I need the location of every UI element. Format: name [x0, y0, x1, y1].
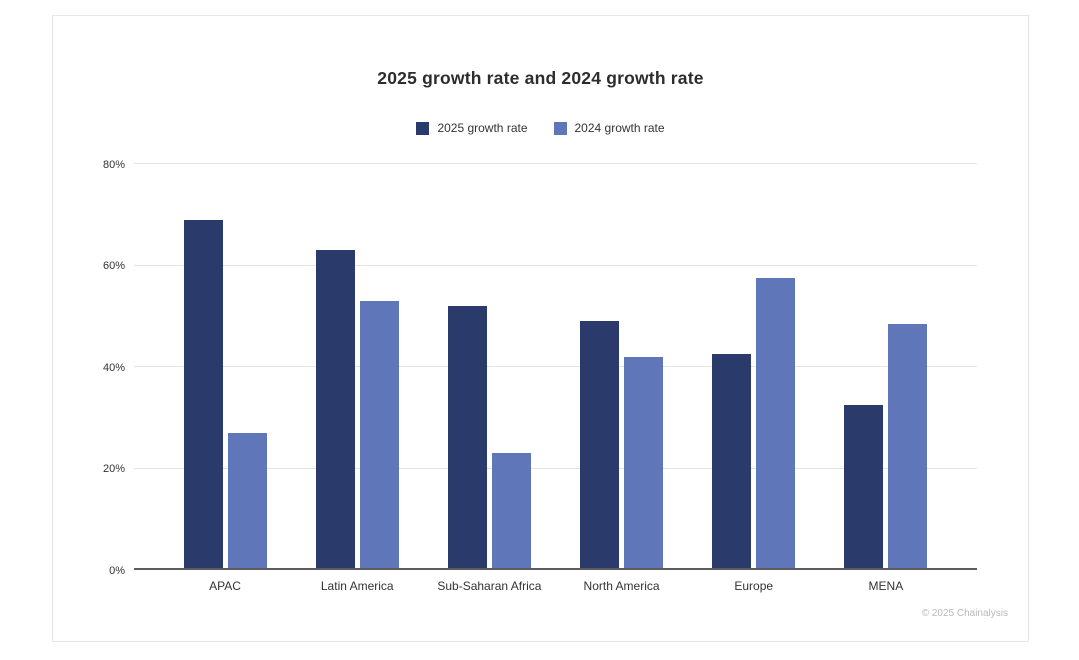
y-tick-label: 60% [102, 260, 125, 272]
x-category-label: Sub-Saharan Africa [437, 579, 542, 593]
x-category-label: Europe [734, 579, 774, 593]
x-category-label: APAC [209, 579, 241, 593]
bar-group-0: APAC [183, 164, 267, 593]
gridline [134, 366, 977, 367]
bar-2025-3 [580, 321, 620, 570]
bar-2024-2 [491, 453, 531, 570]
legend-swatch-icon [416, 121, 430, 135]
bar-2025-1 [315, 250, 355, 570]
bar-2025-2 [447, 306, 487, 570]
gridline [134, 163, 977, 164]
gridline [134, 467, 977, 469]
y-tick-label: 0% [109, 564, 125, 577]
chart-legend: 2025 growth rate 2024 growth rate [53, 121, 1028, 135]
x-category-label: North America [583, 579, 660, 593]
gridline [134, 264, 977, 266]
x-category-label: MENA [868, 579, 904, 593]
bar-2024-5 [888, 323, 928, 570]
legend-swatch-icon [553, 121, 567, 135]
chart-card: 2025 growth rate and 2024 growth rate 20… [52, 15, 1029, 642]
bar-group-1: Latin America [315, 164, 399, 593]
legend-item-1: 2024 growth rate [553, 121, 665, 135]
copyright-text: © 2025 Chainalysis [921, 608, 1008, 619]
bar-2025-0 [183, 219, 223, 570]
bar-2024-0 [227, 432, 267, 570]
legend-label: 2024 growth rate [574, 121, 665, 135]
bar-2025-5 [844, 405, 884, 570]
plot-area: 0% 20% 40% 60% 80% APAC Latin America Sub-Sahar… [103, 159, 977, 593]
x-axis-line [134, 568, 977, 570]
y-tick-label: 40% [102, 361, 125, 374]
bar-group-2: Sub-Saharan Africa [437, 164, 541, 593]
x-category-label: Latin America [320, 579, 394, 593]
bar-2024-4 [756, 278, 796, 570]
bar-group-5: MENA [844, 164, 928, 593]
chart-title: 2025 growth rate and 2024 growth rate [377, 68, 704, 88]
y-tick-label: 80% [102, 158, 125, 171]
bar-group-4: Europe [712, 164, 796, 593]
legend-label: 2025 growth rate [437, 121, 528, 135]
bar-2025-4 [712, 354, 752, 570]
bar-2024-3 [624, 356, 664, 570]
bar-groups: APAC Latin America Sub-Saharan Africa North… [134, 164, 977, 593]
legend-item-0: 2025 growth rate [416, 121, 528, 135]
bar-group-3: North America [580, 164, 664, 593]
bar-2024-1 [359, 301, 399, 570]
y-tick-label: 20% [102, 463, 125, 475]
